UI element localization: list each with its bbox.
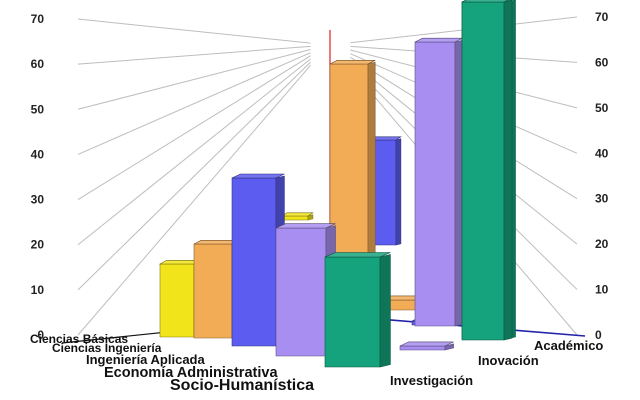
y-tick-label-left-50: 50 <box>31 102 45 116</box>
gridline-left-40 <box>77 52 311 155</box>
category-label-1: Ciencias Ingeniería <box>52 341 162 355</box>
bar-top <box>275 223 336 229</box>
y-tick-label-right-0: 0 <box>595 328 602 342</box>
bar-front <box>159 263 195 338</box>
bar-top <box>399 341 454 347</box>
bar-3-1 <box>414 37 463 327</box>
bar-top <box>324 252 391 258</box>
bar-top <box>280 212 314 217</box>
gridline-left-30 <box>77 55 311 200</box>
bar-front <box>281 215 309 221</box>
series-axis-label-2: Investigación <box>390 373 473 388</box>
bar-front <box>399 345 446 351</box>
y-tick-label-right-30: 30 <box>595 192 609 206</box>
y-tick-label-left-10: 10 <box>31 283 45 297</box>
y-tick-label-right-40: 40 <box>595 146 609 160</box>
category-label-2: Ingeniería Aplicada <box>86 352 205 367</box>
bar-top <box>329 59 376 65</box>
y-tick-label-right-20: 20 <box>595 237 609 251</box>
bar-4-0 <box>324 252 391 368</box>
bar-front <box>414 41 456 327</box>
bar-side <box>444 343 454 351</box>
y-tick-label-left-20: 20 <box>31 238 45 252</box>
bar-side <box>454 39 463 327</box>
gridline-left-50 <box>77 49 311 110</box>
gridline-left-10 <box>77 61 311 291</box>
series-axis-label-0: Académico <box>534 338 603 353</box>
bar-top <box>461 0 509 3</box>
y-tick-label-left-70: 70 <box>31 12 45 26</box>
series-axis-label-1: Inovación <box>478 353 539 368</box>
y-tick-label-right-50: 50 <box>595 101 609 115</box>
category-label-3: Economía Administrativa <box>104 365 278 381</box>
category-label-4: Socio-Humanística <box>170 377 314 394</box>
gridline-left-60 <box>77 45 311 65</box>
y-tick-label-left-40: 40 <box>31 147 45 161</box>
bar-side <box>307 214 314 221</box>
y-tick-label-left-30: 30 <box>31 193 45 207</box>
labels: 0 0 10 10 20 20 30 30 40 40 50 50 60 60 70 70 Ciencias B… <box>30 10 609 394</box>
bar-front <box>275 227 327 357</box>
category-label-0: Ciencias Básicas <box>30 332 128 346</box>
gridline-left-20 <box>77 58 311 246</box>
y-tick-label-left-0: 0 <box>37 328 44 342</box>
y-tick-label-right-60: 60 <box>595 55 609 69</box>
bar-4-1 <box>461 0 513 341</box>
bar-front <box>231 177 277 347</box>
bar-front <box>461 1 505 341</box>
bar-top <box>231 173 285 179</box>
gridline-left-0 <box>77 64 311 336</box>
gridline-left-70 <box>77 18 311 44</box>
bar-side <box>395 138 402 246</box>
bar-front <box>324 256 381 368</box>
bar-top <box>414 37 463 43</box>
y-tick-label-right-10: 10 <box>595 283 609 297</box>
bars <box>158 0 516 368</box>
bar-front <box>193 243 233 339</box>
bar-3-2 <box>399 341 454 351</box>
bar-0-1 <box>280 212 314 221</box>
bar-side <box>503 0 513 341</box>
y-tick-label-right-70: 70 <box>595 10 609 24</box>
y-tick-label-left-60: 60 <box>31 57 45 71</box>
bar-side <box>379 254 391 368</box>
